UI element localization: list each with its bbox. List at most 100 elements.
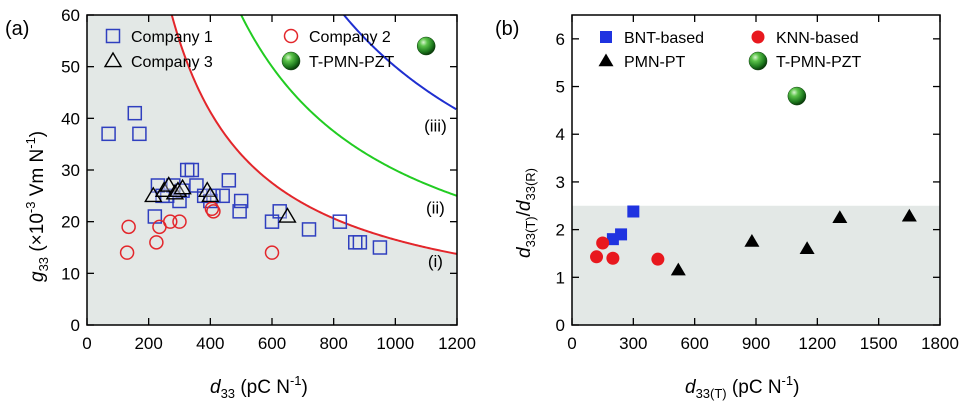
panel-a-curves [170,15,457,255]
panel-b-x-tick-label: 1500 [860,334,898,353]
panel-a-point-company-2 [206,204,221,219]
panel-a-point-company-2 [121,219,136,235]
panel-a-legend-label: T-PMN-PZT [309,54,395,71]
panel-b-point-pmn-pt [832,210,848,223]
panel-b-x-tick-label: 300 [619,334,647,353]
panel-b-x-tick-label: 1200 [798,334,836,353]
panel-a-point-company-1 [232,204,247,219]
panel-a-legend-marker [103,51,123,68]
panel-a-point-company-1 [264,214,280,229]
panel-b-x-tick-label: 1800 [921,334,959,353]
panel-b-legend: BNT-based KNN-based PMN-PT T-PMN-PZT [598,30,862,71]
panel-a-point-company-1 [132,126,147,142]
panel-b-point-pmn-pt [901,208,917,222]
panel-a-y-axis-label: g33 (×10-3 Vm N-1) [23,131,51,282]
panel-a-curve-3 [343,15,457,111]
panel-a-curve-2 [240,15,457,197]
panel-a-point-company-1 [172,193,187,209]
panel-a-point-company-1 [233,193,249,209]
panel-a-x-tick-label: 400 [196,334,224,353]
panel-a-point-company-3 [168,181,188,197]
panel-a-point-company-2 [172,214,187,229]
panel-a-point-company-1 [184,162,200,178]
panel-a-point-company-1 [372,240,388,255]
panel-b-axes: 0 300 600 900 1200 1500 1800 0 1 2 3 4 5 6 [556,14,959,353]
panel-a-x-axis-label: d33 (pC N-1) [210,373,308,401]
panel-b-y-tick-label: 1 [556,268,565,287]
panel-b-point-knn-based [651,252,665,266]
panel-a: (i) (ii) (iii) 0 200 400 600 800 1000 1200 0 10 20 30… [5,6,476,401]
panel-a-y-tick-label: 0 [71,316,80,335]
panel-a-point-company-3 [278,207,297,223]
panel-a-point-company-2 [204,201,220,216]
panel-b-point-pmn-pt [799,241,815,254]
panel-a-legend-marker [283,28,299,44]
panel-b-marks [590,86,917,276]
panel-b-y-axis-label: d33(T)/d33(R) [514,168,538,258]
panel-a-y-tick-label: 20 [61,213,80,232]
panel-a-point-company-1 [221,173,237,188]
panel-b-legend-marker [600,31,612,43]
panel-a-point-company-2 [163,214,178,229]
panel-a-y-tick-label: 60 [61,6,80,25]
panel-b-x-axis-label: d33(T) (pC N-1) [685,373,799,401]
panel-b-legend-label: BNT-based [624,30,704,47]
panel-a-x-tick-label: 1200 [438,334,476,353]
panel-b-shaded-region [572,205,940,325]
panel-a-y-tick-label: 30 [61,161,80,180]
panel-a-point-company-3 [201,186,220,203]
panel-a-x-tick-label: 600 [258,334,286,353]
panel-b-shade-area [572,205,940,325]
panel-a-legend: Company 1 Company 2 Company 3 T-PMN-PZT [103,28,395,71]
panel-a-y-tick-label: 40 [61,109,80,128]
panel-b-point-t-pmn-pzt [787,86,807,106]
panel-a-curve-label-2: (ii) [426,198,445,217]
panel-b-y-tick-label: 6 [556,30,565,49]
panel-a-point-t-pmn-pzt [416,36,436,56]
panel-a-point-company-3 [173,178,192,195]
panel-b-point-knn-based [590,250,604,264]
panel-b-legend-marker [751,30,765,44]
panel-b-point-pmn-pt [670,262,686,276]
panel-b-legend-marker [598,53,614,67]
panel-b-label: (b) [495,18,519,40]
panel-a-curve-label-1: (i) [428,252,443,271]
panel-a-y-tick-label: 10 [61,264,80,283]
panel-a-legend-label: Company 3 [131,54,213,71]
panel-a-curve-1 [170,15,457,255]
panel-b-y-tick-label: 4 [556,125,565,144]
panel-a-x-tick-label: 200 [134,334,162,353]
panel-a-curve-label-3: (iii) [424,116,447,135]
panel-a-marks [101,36,436,260]
panel-a-y-tick-label: 50 [61,58,80,77]
panel-b-point-bnt-based [627,205,640,218]
panel-b-point-bnt-based [615,228,628,241]
panel-a-x-tick-label: 800 [319,334,347,353]
panel-b-legend-label: KNN-based [776,30,859,47]
panel-b-y-tick-label: 5 [556,78,565,97]
panel-a-legend-marker [105,28,121,44]
panel-a-axes: (i) (ii) (iii) 0 200 400 600 800 1000 1200 0 10 20 30… [61,6,476,353]
panel-b-point-pmn-pt [744,234,760,247]
panel-b-legend-label: PMN-PT [624,54,686,71]
panel-a-point-company-3 [154,181,174,197]
panel-a-point-company-2 [149,235,164,250]
panel-a-legend-marker [281,51,301,71]
panel-b-point-knn-based [596,236,610,250]
panel-b-y-tick-label: 3 [556,173,565,192]
panel-b-x-tick-label: 600 [680,334,708,353]
panel-a-x-tick-label: 0 [82,334,91,353]
panel-a-point-company-1 [101,126,116,142]
panel-a-shade-area [87,15,457,325]
panel-b-y-tick-label: 0 [556,316,565,335]
panel-b-legend-marker [748,51,768,71]
panel-a-point-company-2 [119,245,135,260]
panel-a-point-company-1 [301,222,317,237]
panel-b-legend-label: T-PMN-PZT [776,54,862,71]
panel-a-label: (a) [5,18,29,40]
panel-a-point-company-2 [264,245,280,260]
panel-a-point-company-1 [215,188,230,204]
panel-a-legend-label: Company 2 [309,29,391,46]
panel-b-y-tick-label: 2 [556,221,565,240]
